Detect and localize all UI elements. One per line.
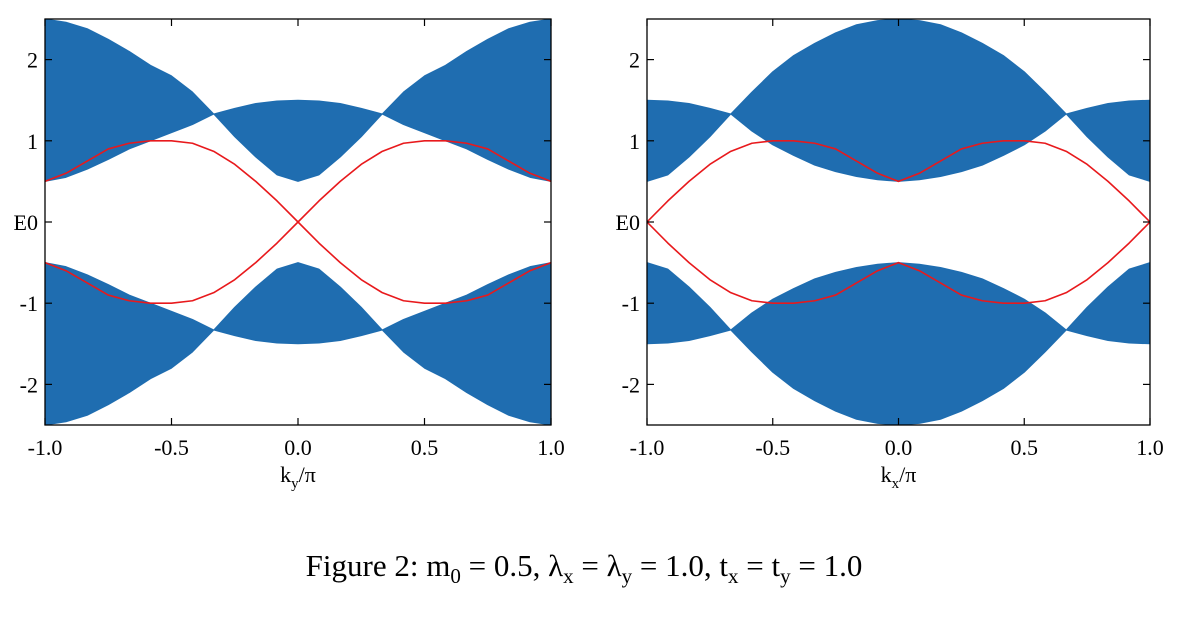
y-tick-label: 0	[629, 210, 640, 235]
bulk-band	[45, 19, 551, 182]
x-axis-label-part: x	[892, 476, 900, 492]
x-axis-label-part: /π	[899, 462, 916, 487]
x-tick-label: -1.0	[28, 435, 63, 460]
y-tick-label: -2	[622, 372, 640, 397]
x-axis-label-part: /π	[299, 462, 316, 487]
plot-area	[647, 19, 1150, 425]
x-axis-label-part: y	[291, 476, 299, 492]
edge-state	[647, 221, 1150, 304]
y-tick-label: -1	[622, 291, 640, 316]
caption-text: = t	[738, 548, 780, 583]
x-tick-label: 0.0	[885, 435, 913, 460]
bulk-band	[45, 262, 551, 425]
caption-subscript: y	[622, 564, 633, 588]
caption-text: = 1.0	[791, 548, 863, 583]
x-axis-label-part: k	[280, 462, 291, 487]
edge-state	[45, 140, 551, 304]
x-axis-label-part: k	[881, 462, 892, 487]
x-tick-label: -0.5	[755, 435, 790, 460]
y-tick-label: 2	[27, 48, 38, 73]
x-tick-label: 0.0	[284, 435, 312, 460]
plot-area	[45, 19, 551, 425]
x-tick-label: 0.5	[411, 435, 439, 460]
caption-subscript: 0	[450, 564, 461, 588]
x-axis-label: kx/π	[881, 462, 917, 492]
caption-text: = 0.5, λ	[461, 548, 563, 583]
x-tick-label: -0.5	[154, 435, 189, 460]
caption-text: Figure 2: m	[306, 548, 451, 583]
y-axis-label: E	[616, 210, 629, 235]
caption: Figure 2: m0 = 0.5, λx = λy = 1.0, tx = …	[306, 548, 863, 588]
y-tick-label: 1	[629, 129, 640, 154]
y-tick-label: 1	[27, 129, 38, 154]
caption-text: = 1.0, t	[632, 548, 728, 583]
edge-state	[647, 140, 1150, 223]
x-tick-label: 1.0	[1136, 435, 1164, 460]
caption-subscript: x	[563, 564, 574, 588]
caption-text: = λ	[574, 548, 622, 583]
y-tick-label: 2	[629, 48, 640, 73]
y-tick-label: 0	[27, 210, 38, 235]
y-tick-label: -2	[20, 372, 38, 397]
x-axis-label: ky/π	[280, 462, 316, 492]
caption-subscript: y	[780, 564, 791, 588]
x-tick-label: -1.0	[630, 435, 665, 460]
y-tick-label: -1	[20, 291, 38, 316]
caption-subscript: x	[728, 564, 739, 588]
x-tick-label: 1.0	[537, 435, 565, 460]
x-tick-label: 0.5	[1011, 435, 1039, 460]
y-axis-label: E	[14, 210, 27, 235]
